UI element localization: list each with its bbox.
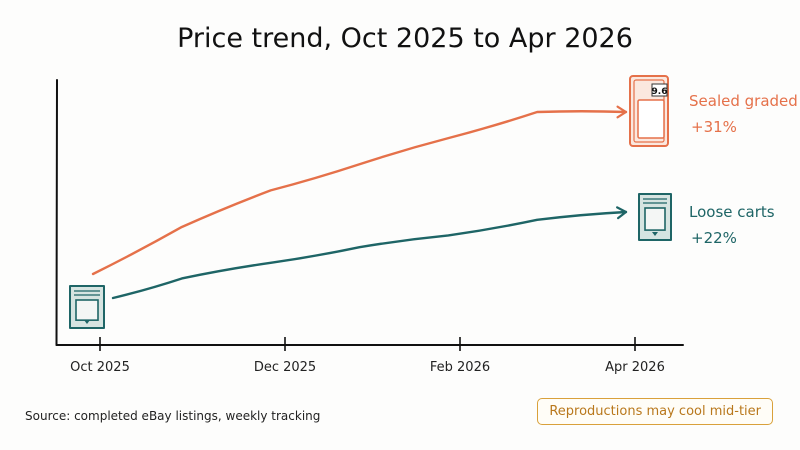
series-change-label: +31% xyxy=(691,118,737,136)
chart-axes xyxy=(55,79,684,346)
series-name-label: Sealed graded xyxy=(689,92,798,110)
source-note: Source: completed eBay listings, weekly … xyxy=(25,409,321,423)
series-line xyxy=(111,210,628,300)
series-line xyxy=(91,110,628,276)
grade-label: 9.6 xyxy=(652,87,668,97)
y-axis-line xyxy=(55,79,58,346)
graded-slab-icon: 9.6 xyxy=(629,75,669,147)
x-tick-label: Apr 2026 xyxy=(605,360,665,375)
series-labels: Sealed graded +31% Loose carts +22% xyxy=(689,92,798,247)
series-lines xyxy=(91,105,628,300)
series-arrowhead xyxy=(616,206,628,220)
x-axis-ticks: Oct 2025 Dec 2025 Feb 2026 Apr 2026 xyxy=(70,337,665,375)
cartridge-icon xyxy=(638,193,672,241)
series-name-label: Loose carts xyxy=(689,203,775,221)
chart-title: Price trend, Oct 2025 to Apr 2026 xyxy=(177,23,633,54)
x-tick-label: Dec 2025 xyxy=(254,360,316,375)
series-arrowhead xyxy=(616,105,628,119)
series-icons: 9.6 xyxy=(69,75,672,329)
cartridge-icon-start xyxy=(69,285,105,329)
callout-note: Reproductions may cool mid-tier xyxy=(537,398,773,425)
series-change-label: +22% xyxy=(691,229,737,247)
x-tick-label: Feb 2026 xyxy=(430,360,490,375)
x-tick-label: Oct 2025 xyxy=(70,360,130,375)
